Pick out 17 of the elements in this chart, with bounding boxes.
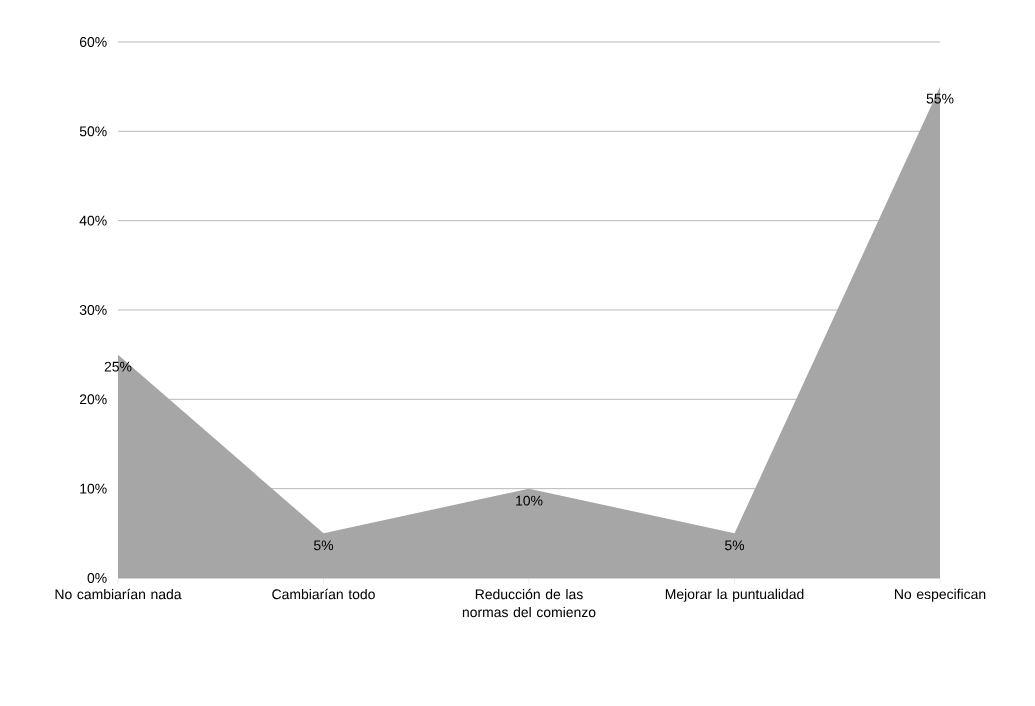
y-tick-label: 10% — [80, 483, 107, 494]
data-label: 5% — [313, 540, 334, 551]
x-tick-label: No cambiarían nada — [55, 588, 182, 600]
y-tick-label: 0% — [87, 573, 107, 583]
x-tick-label: Cambiarían todo — [272, 588, 375, 600]
x-tick-label: Mejorar la puntualidad — [665, 588, 804, 602]
data-label: 55% — [926, 93, 954, 104]
y-tick-label: 30% — [79, 305, 107, 315]
y-tick-label: 20% — [79, 394, 107, 405]
y-tick-label: 60% — [79, 37, 107, 47]
x-tick-label: No especifican — [895, 588, 986, 602]
y-tick-label: 50% — [79, 126, 107, 137]
x-tick-label: Reducción de las normas del comienzo — [462, 588, 596, 618]
data-label: 5% — [724, 540, 745, 551]
data-label: 25% — [104, 361, 132, 372]
data-label: 10% — [516, 495, 543, 506]
y-tick-label: 40% — [79, 215, 107, 226]
